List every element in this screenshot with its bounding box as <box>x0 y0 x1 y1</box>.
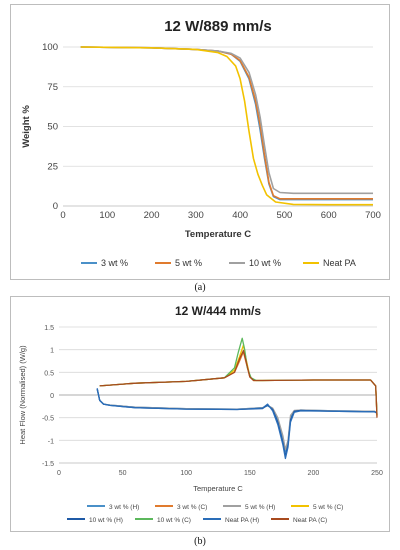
series-line-5 <box>96 388 378 457</box>
series-line-8 <box>99 349 378 418</box>
dsc-chart: 12 W/444 mm/s1.510.50-0.5-1-1.50 50 100 150… <box>18 304 383 524</box>
series-line-4 <box>80 46 373 206</box>
legend-label: Neat PA <box>323 258 356 268</box>
x-tick-label: 200 <box>308 470 320 477</box>
x-tick-label: 300 <box>188 210 204 221</box>
legend-label: 3 wt % <box>101 258 128 268</box>
y-tick-label: 75 <box>47 82 58 93</box>
x-tick-label: 200 <box>144 210 160 221</box>
x-tick-label: 500 <box>276 210 292 221</box>
y-axis-label: Weight % <box>21 105 32 148</box>
tga-chart-panel: 12 W/889 mm/s 0 25 50 75 100 0 100 200 300 400 500 6… <box>10 4 390 280</box>
y-axis-label: Heat Flow (Normalised) (W/g) <box>18 345 27 445</box>
x-tick-label: 100 <box>99 210 115 221</box>
x-tick-label: 50 <box>119 470 127 477</box>
legend-label: 10 wt % <box>249 258 281 268</box>
y-tick-label: -1 <box>48 438 54 445</box>
legend-label: Neat PA (H) <box>225 517 259 524</box>
legend-label: 5 wt % (H) <box>245 504 275 511</box>
x-axis-label: Temperature C <box>193 484 243 493</box>
y-tick-label: 25 <box>47 161 58 172</box>
legend-label: 10 wt % (H) <box>89 517 123 524</box>
chart-title: 12 W/889 mm/s <box>164 18 272 35</box>
x-tick-label: 0 <box>60 210 65 221</box>
legend-label: Neat PA (C) <box>293 517 327 524</box>
series-line-1 <box>80 46 373 201</box>
y-tick-label: 100 <box>42 42 58 53</box>
dsc-chart-panel: 12 W/444 mm/s 1.5 1 0.5 0 -0.5 -1 -1.5 0 50 100 150… <box>10 296 390 532</box>
y-tick-label: -0.5 <box>42 416 54 423</box>
y-tick-label: 1.5 <box>44 325 54 332</box>
legend-label: 10 wt % (C) <box>157 517 191 524</box>
series-line-3 <box>80 46 373 195</box>
y-tick-label: 0 <box>53 201 58 212</box>
y-tick-label: -1.5 <box>42 461 54 468</box>
y-tick-label: 1 <box>50 348 54 355</box>
figure-label-a: (a) <box>194 282 206 293</box>
x-tick-label: 150 <box>244 470 256 477</box>
x-tick-label: 700 <box>365 210 381 221</box>
tga-chart: 12 W/889 mm/s 0 25 50 75 100 0 100 200 300 400 500 6… <box>21 18 381 268</box>
x-tick-label: 100 <box>180 470 192 477</box>
legend-label: 5 wt % <box>175 258 202 268</box>
y-tick-label: 0.5 <box>44 370 54 377</box>
y-tick-label: 50 <box>47 122 58 133</box>
legend-label: 3 wt % (C) <box>177 504 207 511</box>
figure-label-b: (b) <box>194 536 206 547</box>
x-tick-label: 250 <box>371 470 383 477</box>
y-tick-label: 0 <box>50 393 54 400</box>
series-line-2 <box>80 46 373 200</box>
chart-title: 12 W/444 mm/s <box>175 304 261 318</box>
series-line-7 <box>96 388 378 460</box>
x-axis-label: Temperature C <box>185 229 251 240</box>
x-tick-label: 0 <box>57 470 61 477</box>
legend-label: 5 wt % (C) <box>313 504 343 511</box>
x-tick-label: 600 <box>321 210 337 221</box>
legend-label: 3 wt % (H) <box>109 504 139 511</box>
series-line-1 <box>96 389 378 453</box>
x-tick-label: 400 <box>232 210 248 221</box>
